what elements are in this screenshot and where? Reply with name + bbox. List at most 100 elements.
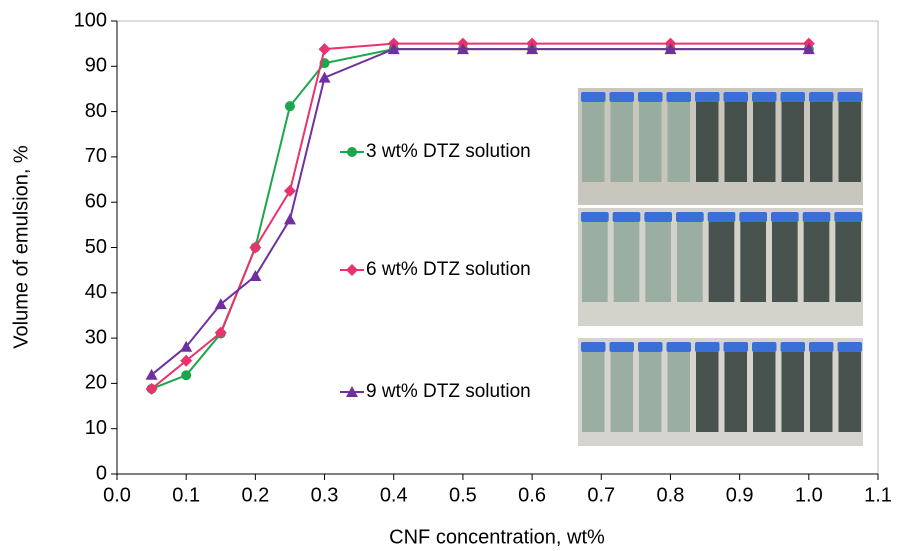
tube-cap bbox=[771, 212, 799, 222]
tube-cap bbox=[752, 92, 777, 102]
tube bbox=[810, 352, 833, 432]
tube bbox=[667, 352, 690, 432]
marker bbox=[318, 71, 331, 83]
tube-cap bbox=[666, 92, 691, 102]
tube-cap bbox=[837, 342, 862, 352]
x-tick-label: 0.4 bbox=[380, 484, 408, 506]
tube-cap bbox=[644, 212, 672, 222]
legend-marker bbox=[346, 386, 358, 397]
tube bbox=[582, 222, 608, 302]
legend-marker bbox=[346, 264, 358, 276]
tube-cap bbox=[707, 212, 736, 222]
tube bbox=[724, 102, 747, 182]
tube-cap bbox=[802, 212, 831, 222]
x-tick-label: 0.5 bbox=[449, 484, 477, 506]
tube-cap bbox=[581, 342, 606, 352]
y-tick-label: 30 bbox=[85, 326, 107, 348]
x-tick-label: 0.6 bbox=[518, 484, 546, 506]
marker bbox=[456, 43, 469, 55]
x-tick-label: 0.1 bbox=[172, 484, 200, 506]
y-tick-label: 20 bbox=[85, 372, 107, 394]
tube-cap bbox=[834, 212, 862, 222]
x-tick-label: 0.8 bbox=[657, 484, 685, 506]
marker bbox=[387, 43, 400, 55]
marker bbox=[180, 340, 193, 352]
tube-cap bbox=[581, 212, 609, 222]
marker bbox=[526, 43, 539, 55]
x-tick-label: 0.3 bbox=[311, 484, 339, 506]
tube-cap bbox=[780, 92, 805, 102]
x-axis-label: CNF concentration, wt% bbox=[389, 526, 605, 548]
x-tick-label: 0.9 bbox=[726, 484, 754, 506]
tube bbox=[753, 352, 776, 432]
marker bbox=[249, 270, 262, 282]
tube-cap bbox=[723, 92, 748, 102]
marker bbox=[284, 101, 295, 112]
tube bbox=[667, 102, 690, 182]
tube-cap bbox=[723, 342, 748, 352]
y-tick-label: 80 bbox=[85, 100, 107, 122]
tube-cap bbox=[612, 212, 641, 222]
tube-cap bbox=[809, 92, 834, 102]
tube-cap bbox=[609, 342, 634, 352]
tube-cap bbox=[809, 342, 834, 352]
tube bbox=[781, 352, 804, 432]
tube bbox=[582, 352, 605, 432]
tube-cap bbox=[638, 92, 663, 102]
tube bbox=[610, 102, 633, 182]
marker bbox=[214, 298, 227, 310]
x-tick-label: 1.1 bbox=[864, 484, 892, 506]
tube bbox=[835, 222, 861, 302]
marker bbox=[214, 326, 227, 339]
marker bbox=[802, 43, 815, 55]
tube-cap bbox=[695, 92, 720, 102]
tube-cap bbox=[739, 212, 767, 222]
y-tick-label: 90 bbox=[85, 55, 107, 77]
marker bbox=[318, 43, 331, 56]
tube bbox=[772, 222, 798, 302]
tube bbox=[781, 102, 804, 182]
tube-cap bbox=[676, 212, 704, 222]
tube bbox=[677, 222, 703, 302]
x-tick-label: 0.2 bbox=[241, 484, 269, 506]
tube-cap bbox=[638, 342, 663, 352]
legend-label: 3 wt% DTZ solution bbox=[366, 141, 531, 162]
tube bbox=[639, 102, 662, 182]
marker bbox=[664, 43, 677, 55]
tube-cap bbox=[780, 342, 805, 352]
marker bbox=[283, 213, 296, 225]
marker bbox=[249, 241, 262, 254]
marker bbox=[145, 368, 158, 380]
tube-cap bbox=[695, 342, 720, 352]
y-tick-label: 40 bbox=[85, 281, 107, 303]
marker bbox=[180, 354, 193, 367]
x-tick-label: 1.0 bbox=[795, 484, 823, 506]
tube bbox=[810, 102, 833, 182]
tube bbox=[708, 222, 735, 302]
marker bbox=[283, 184, 296, 197]
tube bbox=[639, 352, 662, 432]
tube-cap bbox=[752, 342, 777, 352]
tube bbox=[740, 222, 766, 302]
legend-label: 6 wt% DTZ solution bbox=[366, 259, 531, 280]
tube-cap bbox=[609, 92, 634, 102]
tube bbox=[582, 102, 605, 182]
tube bbox=[696, 352, 719, 432]
y-tick-label: 100 bbox=[74, 9, 107, 31]
tube bbox=[753, 102, 776, 182]
x-tick-label: 0.7 bbox=[587, 484, 615, 506]
legend-label: 9 wt% DTZ solution bbox=[366, 381, 531, 402]
tube bbox=[803, 222, 830, 302]
tube bbox=[838, 102, 861, 182]
y-tick-label: 0 bbox=[96, 462, 107, 484]
tube bbox=[645, 222, 671, 302]
tube bbox=[610, 352, 633, 432]
marker bbox=[181, 370, 192, 381]
legend-marker bbox=[347, 147, 357, 157]
y-tick-label: 50 bbox=[85, 236, 107, 258]
tube-cap bbox=[837, 92, 862, 102]
y-tick-label: 60 bbox=[85, 190, 107, 212]
marker bbox=[145, 382, 158, 395]
